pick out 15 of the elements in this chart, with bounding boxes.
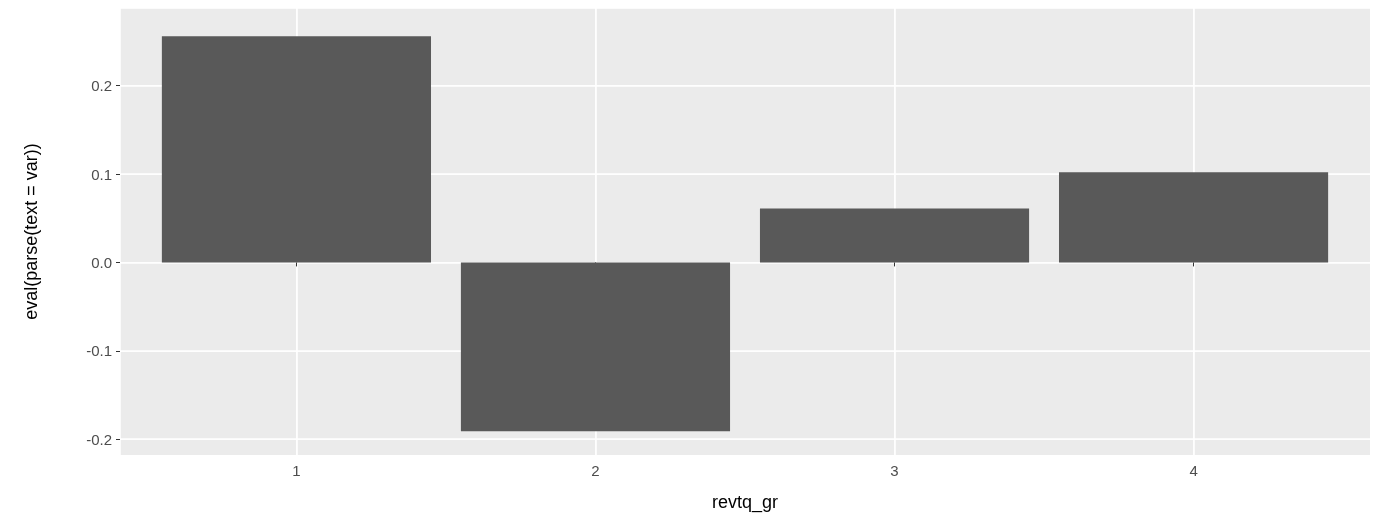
bar: [1059, 172, 1329, 263]
x-tick-label: 1: [292, 462, 301, 479]
y-tick-label: -0.2: [86, 430, 112, 448]
bar: [460, 262, 731, 432]
bar: [161, 36, 431, 263]
x-tick-label: 3: [890, 462, 899, 479]
bar: [759, 208, 1030, 263]
y-tick-label: 0.0: [91, 253, 112, 271]
y-tick-label: 0.2: [91, 77, 112, 95]
x-tick-label: 4: [1189, 462, 1198, 479]
y-axis-title: eval(parse(text = var)): [21, 143, 41, 320]
x-tick-label: 2: [591, 462, 600, 479]
x-axis-title: revtq_gr: [711, 492, 779, 513]
y-tick-label: 0.1: [91, 165, 112, 183]
y-tick-label: -0.1: [86, 342, 112, 360]
